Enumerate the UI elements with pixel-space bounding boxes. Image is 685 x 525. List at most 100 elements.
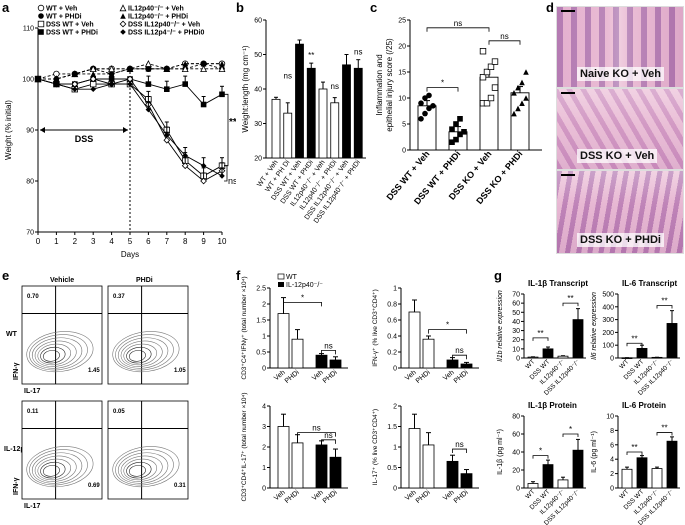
flow-contour xyxy=(37,343,72,366)
flow-contour xyxy=(117,452,169,484)
g-y-tick-label: 0 xyxy=(516,356,520,363)
b-bar xyxy=(353,67,363,159)
flow-contour xyxy=(117,337,169,369)
g-bar xyxy=(666,323,678,359)
c-data-point xyxy=(487,63,495,70)
c-bar xyxy=(510,92,530,151)
g-y-tick-label: 70 xyxy=(512,292,520,299)
c-sig-star-bracket xyxy=(426,87,459,92)
f-bar xyxy=(329,456,342,489)
a-point xyxy=(164,86,170,92)
flow-quadrant-value: 0.70 xyxy=(27,294,39,300)
c-sig-ns-top-bracket xyxy=(426,27,490,32)
g-sig-bracket xyxy=(626,451,643,455)
f-y-tick-label: 1 xyxy=(262,465,266,472)
flow-contour xyxy=(123,343,158,366)
a-point xyxy=(90,86,96,92)
g-x-tick-label: WT xyxy=(618,358,630,370)
f-sig-label: ns xyxy=(455,440,463,449)
a-legend-marker xyxy=(119,4,127,12)
a-legend-label: IL12p40⁻/⁻ + Veh xyxy=(128,6,184,13)
histology-dss-phdi: DSS KO + PHDi xyxy=(556,170,684,254)
g-bar xyxy=(651,468,663,489)
a-legend-marker xyxy=(120,13,126,19)
c-data-point xyxy=(519,100,525,106)
flow-quadrant-value: 1.45 xyxy=(88,368,100,374)
g-ylabel: Il6 relative expression xyxy=(591,292,598,360)
g-sig-bracket xyxy=(532,455,549,459)
a-point xyxy=(127,66,133,72)
c-sig-ns-top-label: ns xyxy=(454,19,462,28)
a-x-tick-label: 1 xyxy=(54,237,59,246)
a-legend-label: IL12p40⁻/⁻ + PHDi xyxy=(128,14,188,21)
flow-quadrant-value: 1.05 xyxy=(174,368,186,374)
f-y-tick-label: 1 xyxy=(262,334,266,341)
panel-e-flow-plots: VehiclePHDiWTIL-12p40⁻/⁻0.701.45IFN-γIL-… xyxy=(4,277,189,510)
f-x-tick-label: PHDi xyxy=(322,369,339,385)
a-point xyxy=(181,65,189,72)
a-legend-label: DSS WT + PHDi xyxy=(46,30,98,37)
a-sig-label: ** xyxy=(229,117,236,128)
f-legend-label-ko: IL-12p40⁻/⁻ xyxy=(286,282,323,289)
f-ylabel: IL-17⁺ (% live CD3⁺CD4⁺) xyxy=(372,409,379,485)
c-data-point xyxy=(515,105,521,112)
a-x-tick-label: 0 xyxy=(36,237,41,246)
g-y-tick-label: 4 xyxy=(610,457,614,464)
g-x-tick-label: WT xyxy=(618,488,630,500)
f-bar xyxy=(446,359,459,369)
a-x-tick-label: 7 xyxy=(165,237,170,246)
f-bar xyxy=(291,442,304,489)
a-x-tick-label: 5 xyxy=(128,237,133,246)
b-y-tick-label: 60 xyxy=(254,18,262,25)
g-bar xyxy=(621,468,633,489)
g-y-tick-label: 40 xyxy=(512,319,520,326)
flow-contour xyxy=(120,455,163,482)
c-data-point xyxy=(418,116,424,122)
c-data-point xyxy=(491,58,499,65)
a-point xyxy=(200,177,207,185)
c-data-point xyxy=(479,74,487,81)
a-point xyxy=(181,162,189,170)
flow-contour xyxy=(128,465,146,477)
histology-naive: Naive KO + Veh xyxy=(556,6,684,88)
a-y-tick-label: 70 xyxy=(26,230,34,237)
f-y-tick-label: 1 xyxy=(393,445,397,452)
g-sig-label: ** xyxy=(567,294,573,303)
a-legend-label: DSS WT + Veh xyxy=(46,22,94,29)
histology-label-dss-phdi: DSS KO + PHDi xyxy=(577,233,664,247)
b-y-tick-label: 20 xyxy=(254,156,262,163)
a-point xyxy=(108,81,115,87)
b-sig-label: ns xyxy=(284,72,292,81)
g-y-tick-label: 80 xyxy=(512,414,520,421)
flow-contour xyxy=(112,331,180,373)
c-data-point xyxy=(418,100,424,106)
b-sig-label: ns xyxy=(331,82,339,91)
f-y-tick-label: 4 xyxy=(262,404,266,411)
flow-x-label: IL-17 xyxy=(24,503,40,510)
g-y-tick-label: 40 xyxy=(512,450,520,457)
c-data-point xyxy=(453,121,459,127)
f-sig-label: ns xyxy=(312,424,320,433)
c-data-point xyxy=(523,95,529,101)
c-data-point xyxy=(511,110,517,117)
panel-letter-e: e xyxy=(2,268,10,283)
f-x-tick-label: PHDi xyxy=(322,489,339,505)
g-bar xyxy=(636,457,648,489)
panel-letter-f: f xyxy=(236,268,241,283)
flow-contour xyxy=(31,337,83,369)
a-point xyxy=(219,60,225,67)
f-y-tick-label: 2 xyxy=(262,445,266,452)
f-y-tick-label: 0.5 xyxy=(387,465,397,472)
panel-letter-a: a xyxy=(2,0,10,15)
g-sig-label: ** xyxy=(631,334,637,343)
f-y-tick-label: 2 xyxy=(262,302,266,309)
a-point xyxy=(145,81,152,87)
flow-quadrant-value: 0.05 xyxy=(113,409,125,415)
a-point xyxy=(200,101,207,108)
a-xlabel: Days xyxy=(121,250,139,259)
b-bar xyxy=(306,67,316,159)
a-point xyxy=(218,65,226,72)
f-sig-bracket xyxy=(452,448,467,454)
